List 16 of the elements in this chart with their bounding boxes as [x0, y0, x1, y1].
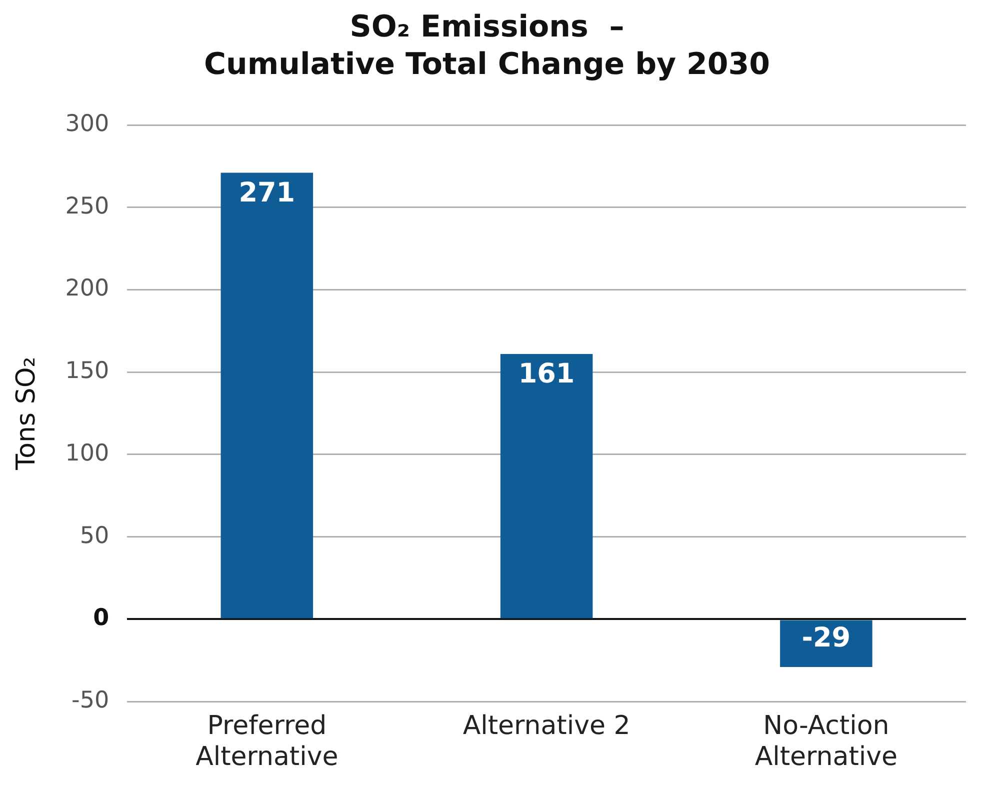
y-tick-label: 200	[65, 276, 110, 302]
x-tick-label: No-Action Alternative	[754, 710, 898, 772]
chart-title: SO₂ Emissions – Cumulative Total Change by 2030	[204, 10, 770, 82]
y-tick-label: 50	[80, 522, 110, 549]
y-tick-label: 250	[65, 193, 110, 220]
data-label: 161	[518, 358, 575, 390]
y-tick-label: -50	[72, 688, 110, 714]
data-label: 271	[238, 177, 296, 208]
y-tick-label: 0	[93, 605, 110, 632]
data-label: -29	[802, 622, 851, 654]
x-tick-label: Preferred Alternative	[196, 710, 338, 772]
y-axis-title: Tons SO₂	[11, 356, 42, 471]
x-tick-label: Alternative 2	[462, 710, 630, 741]
y-tick-label: 150	[65, 358, 110, 384]
y-tick-label: 100	[65, 440, 110, 466]
y-tick-label: 300	[65, 110, 110, 137]
